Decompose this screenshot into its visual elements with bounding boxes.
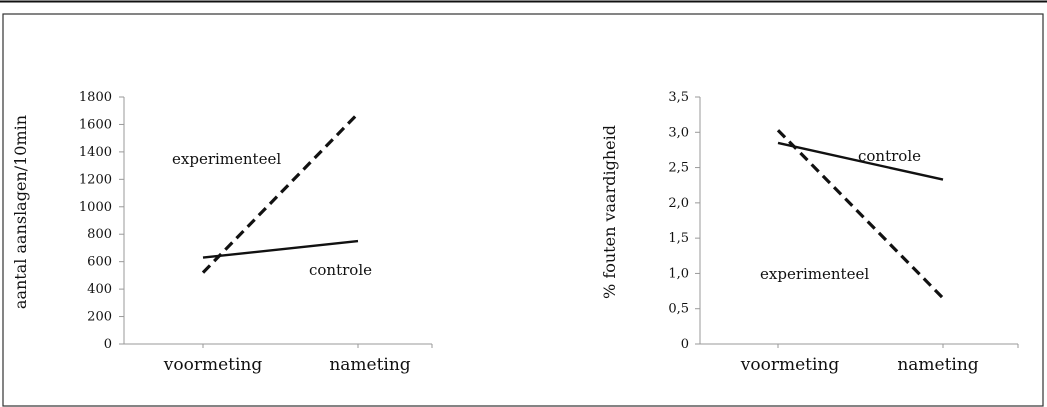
y-axis-label: % fouten vaardigheid	[600, 125, 619, 299]
y-tick-label: 0	[681, 337, 689, 352]
y-tick-label: 1000	[79, 200, 112, 215]
y-tick-label: 3,0	[668, 125, 689, 140]
y-tick-label: 1800	[79, 90, 112, 105]
y-tick-label: 1600	[79, 117, 112, 132]
series-label-controle: controle	[858, 147, 921, 165]
x-ticks	[777, 344, 1019, 348]
y-tick-label: 3,5	[668, 90, 689, 105]
y-tick-label: 0,5	[668, 302, 689, 317]
y-tick-label: 1400	[79, 145, 112, 160]
y-tick-label: 1,0	[668, 266, 689, 281]
series-line-experimenteel	[201, 112, 360, 274]
chart-error-rate: 0 0,5 1,0 1,5 2,0 2,5 3,0 3,5 % fouten vaardigh…	[600, 90, 1019, 375]
series-lines	[201, 112, 360, 274]
y-ticks: 0 200 400 600 800 1000 1200 1400 1600 1800	[79, 90, 124, 352]
series-line-controle	[202, 239, 359, 259]
series-line-experimenteel	[776, 129, 945, 300]
y-tick-label: 0	[104, 337, 112, 352]
series-lines	[776, 129, 945, 300]
y-tick-label: 1,5	[668, 231, 689, 246]
y-tick-label: 2,0	[668, 196, 689, 211]
chart-typing-speed: 0 200 400 600 800 1000 1200 1400 1600 1800 aantal…	[11, 90, 433, 375]
y-axis-label: aantal aanslagen/10min	[11, 115, 30, 309]
y-tick-label: 400	[87, 282, 112, 297]
y-ticks: 0 0,5 1,0 1,5 2,0 2,5 3,0 3,5	[668, 90, 700, 352]
category-label-1: nameting	[897, 355, 978, 375]
y-tick-label: 1200	[79, 172, 112, 187]
y-tick-label: 2,5	[668, 161, 689, 176]
category-label-1: nameting	[329, 355, 410, 375]
series-line-controle	[777, 141, 944, 181]
category-label-0: voormeting	[163, 355, 263, 375]
series-label-experimenteel: experimenteel	[760, 265, 869, 283]
category-label-0: voormeting	[740, 355, 840, 375]
x-ticks	[202, 344, 433, 348]
series-label-controle: controle	[309, 261, 372, 279]
chart-border	[2, 13, 1044, 407]
y-tick-label: 600	[87, 255, 112, 270]
y-tick-label: 800	[87, 227, 112, 242]
y-tick-label: 200	[87, 310, 112, 325]
series-label-experimenteel: experimenteel	[172, 150, 281, 168]
